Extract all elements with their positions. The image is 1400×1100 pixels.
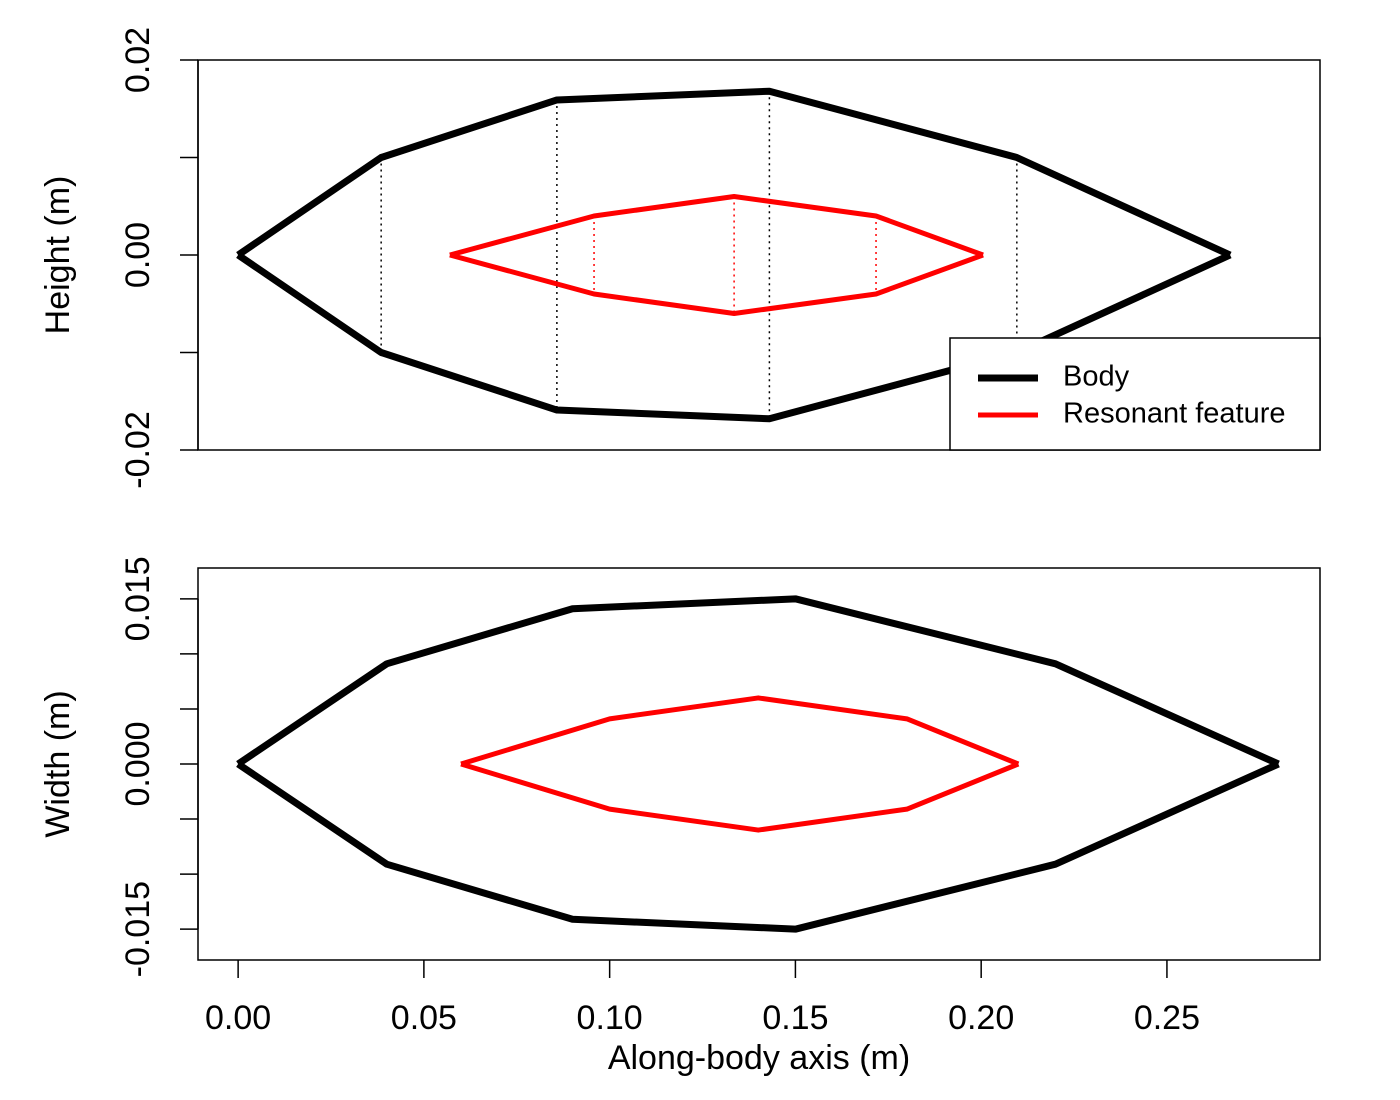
y-tick-label: -0.02 bbox=[119, 411, 157, 489]
outline-lower bbox=[236, 251, 1232, 423]
x-axis-label: Along-body axis (m) bbox=[608, 1039, 910, 1077]
outline-lower bbox=[236, 760, 1280, 933]
x-tick-label: 0.15 bbox=[762, 999, 828, 1037]
outline-upper bbox=[449, 194, 984, 258]
x-tick-label: 0.20 bbox=[948, 999, 1014, 1037]
outline-lower bbox=[449, 252, 984, 316]
outline-upper bbox=[236, 87, 1232, 259]
x-tick-label: 0.10 bbox=[577, 999, 643, 1037]
y-axis-label: Height (m) bbox=[39, 176, 77, 335]
outline-lower bbox=[460, 761, 1020, 833]
outline-upper bbox=[460, 695, 1020, 767]
x-tick-label: 0.05 bbox=[391, 999, 457, 1037]
y-axis-label: Width (m) bbox=[39, 690, 77, 837]
y-tick-label: 0.00 bbox=[119, 222, 157, 288]
y-tick-label: 0.02 bbox=[119, 27, 157, 93]
x-tick-label: 0.00 bbox=[205, 999, 271, 1037]
y-tick-label: -0.015 bbox=[119, 881, 157, 977]
x-tick-label: 0.25 bbox=[1134, 999, 1200, 1037]
legend-label: Body bbox=[1063, 361, 1130, 393]
plot-frame bbox=[197, 567, 1321, 961]
legend-box bbox=[949, 337, 1321, 451]
y-tick-label: 0.015 bbox=[119, 556, 157, 641]
y-tick-label: 0.000 bbox=[119, 721, 157, 806]
legend-label: Resonant feature bbox=[1063, 398, 1285, 430]
outline-upper bbox=[236, 595, 1280, 768]
